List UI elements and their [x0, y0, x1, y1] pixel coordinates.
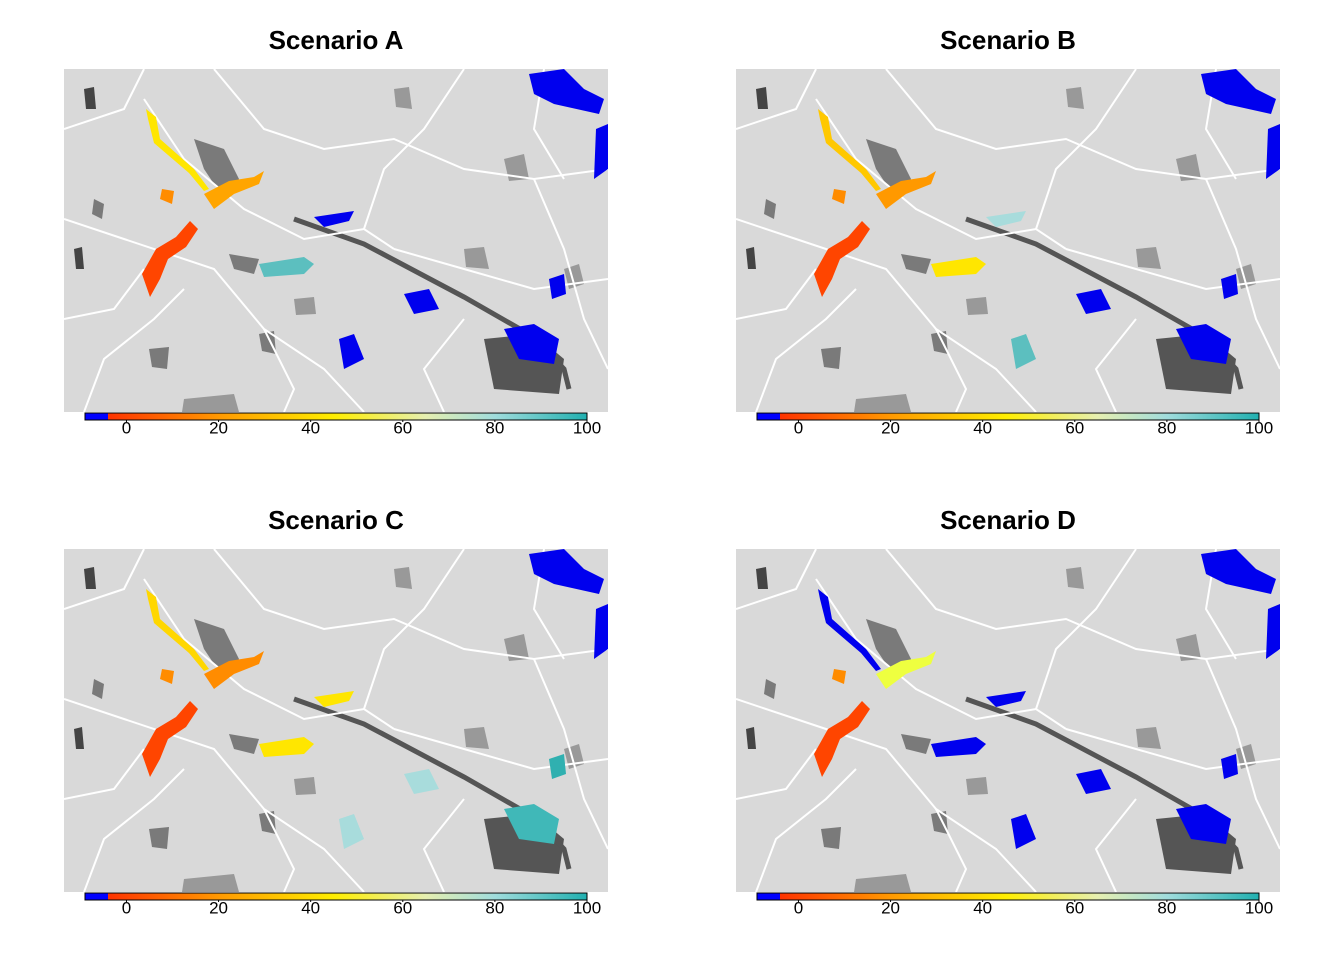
map-a [64, 69, 608, 412]
colorbar [756, 412, 1260, 421]
colorbar-tick-label: 100 [573, 898, 601, 917]
colorbar-tick-label: 80 [1157, 418, 1176, 437]
colorbar-tick-label: 0 [794, 898, 803, 917]
colorbar-tick-label: 40 [301, 898, 320, 917]
panel-title: Scenario C [268, 505, 404, 535]
colorbar-tick-label: 0 [122, 418, 131, 437]
colorbar-tick-label: 80 [485, 898, 504, 917]
colorbar-tick-label: 60 [393, 898, 412, 917]
colorbar [84, 412, 588, 421]
colorbar-tick-label: 20 [209, 898, 228, 917]
colorbar-tick-label: 100 [1245, 418, 1273, 437]
colorbar [756, 892, 1260, 901]
colorbar-tick-label: 40 [973, 898, 992, 917]
colorbar-tick-label: 80 [1157, 898, 1176, 917]
colorbar-tick-label: 0 [122, 898, 131, 917]
map-d [736, 549, 1280, 892]
panel-title: Scenario A [269, 25, 404, 55]
colorbar-tick-label: 20 [209, 418, 228, 437]
panel-title: Scenario D [940, 505, 1076, 535]
colorbar-tick-label: 60 [1065, 898, 1084, 917]
colorbar-tick-label: 0 [794, 418, 803, 437]
colorbar-tick-label: 100 [573, 418, 601, 437]
panel-title: Scenario B [940, 25, 1076, 55]
colorbar-tick-label: 20 [881, 418, 900, 437]
colorbar-tick-label: 60 [1065, 418, 1084, 437]
map-c [64, 549, 608, 892]
colorbar-tick-label: 60 [393, 418, 412, 437]
colorbar [84, 892, 588, 901]
colorbar-tick-label: 40 [301, 418, 320, 437]
colorbar-tick-label: 40 [973, 418, 992, 437]
map-b [736, 69, 1280, 412]
colorbar-tick-label: 20 [881, 898, 900, 917]
colorbar-tick-label: 80 [485, 418, 504, 437]
colorbar-tick-label: 100 [1245, 898, 1273, 917]
